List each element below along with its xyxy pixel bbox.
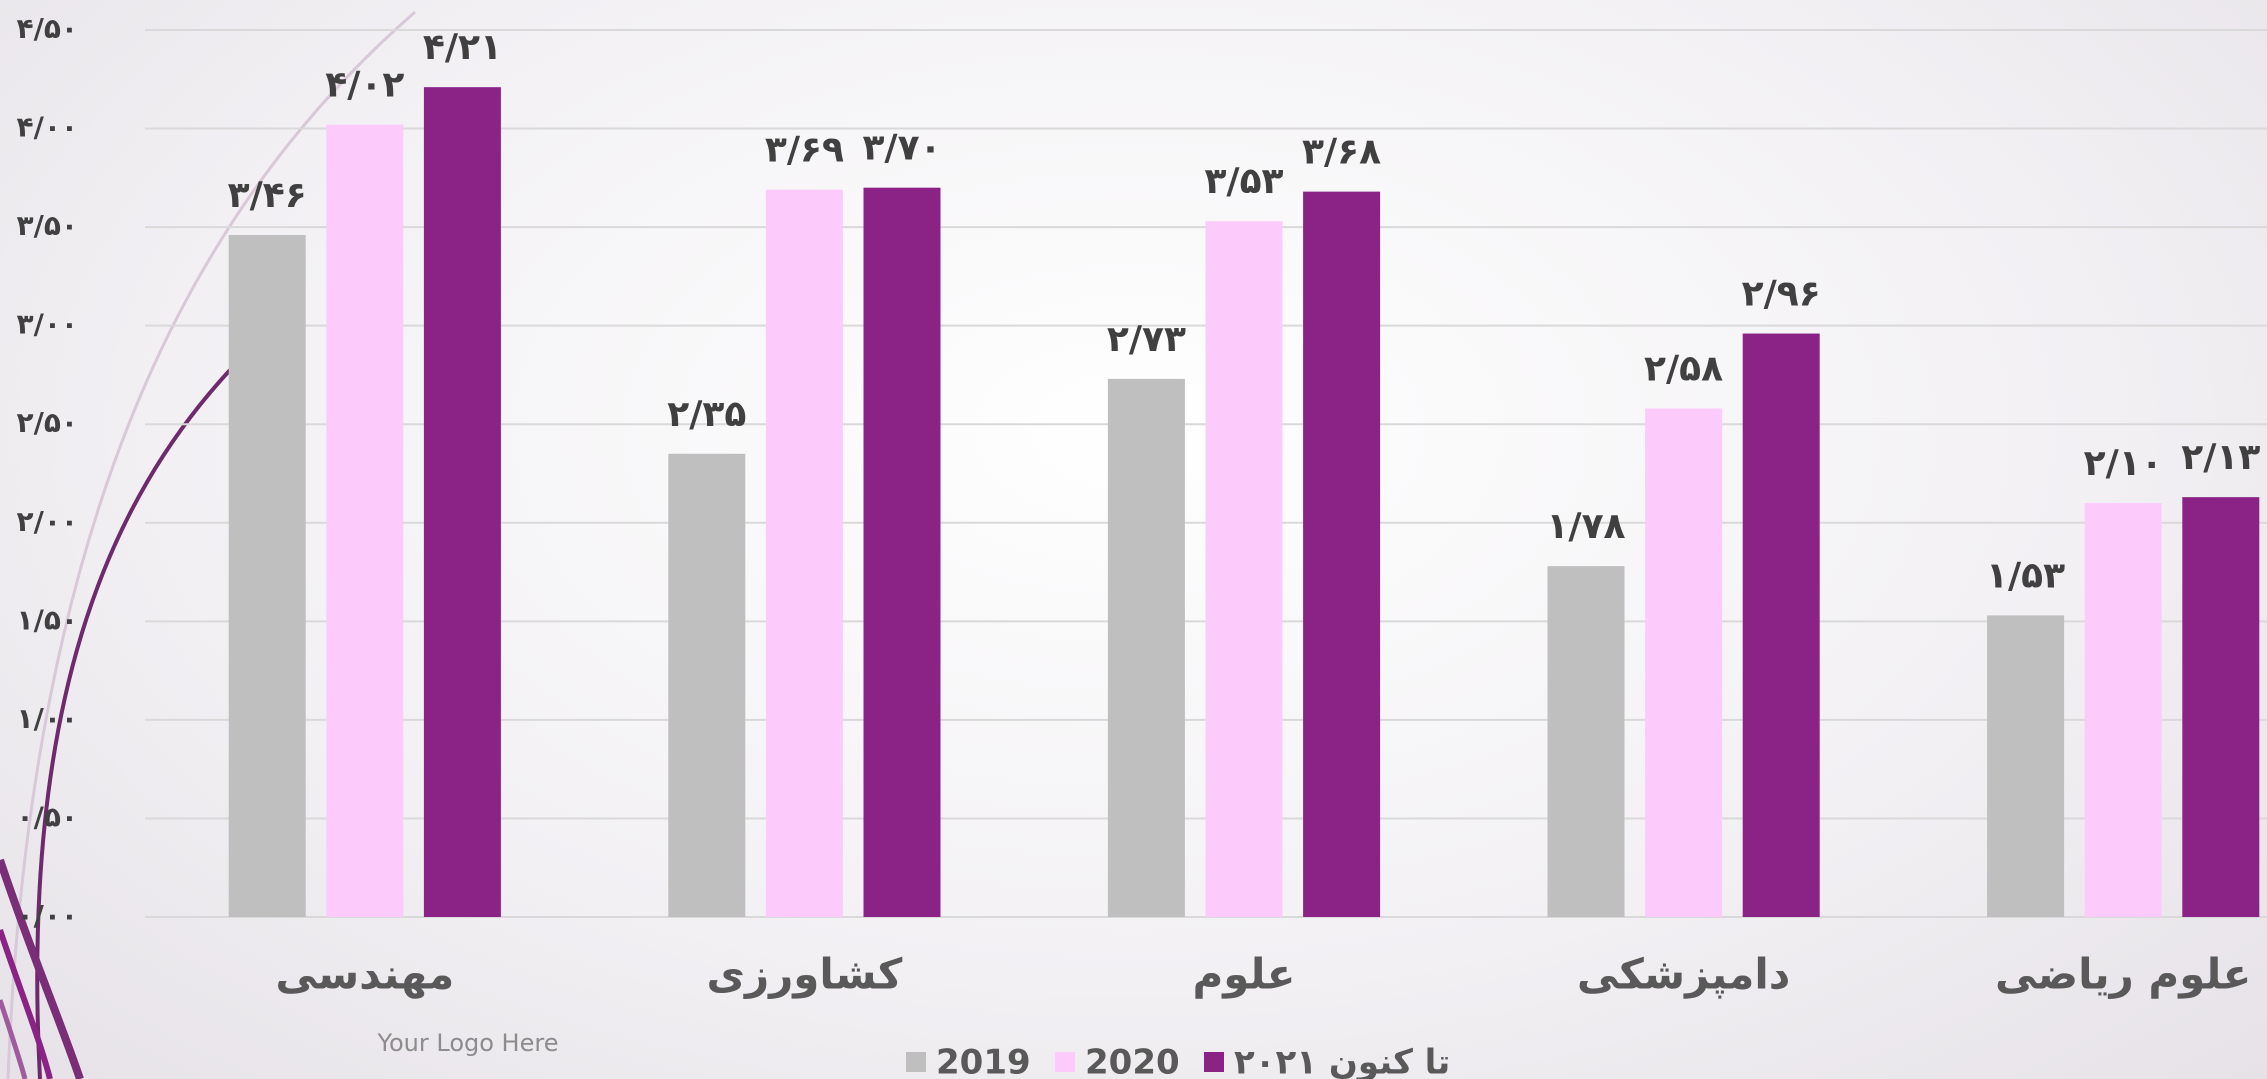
y-tick-label: ۲/۵۰ — [17, 406, 79, 439]
x-tick-label: دامپزشکی — [1577, 950, 1790, 1000]
bar — [1303, 192, 1380, 917]
value-label: ۲/۵۸ — [1644, 348, 1723, 389]
bar — [668, 454, 745, 917]
legend-label: ۲۰۲۱ تا کنون — [1234, 1043, 1450, 1079]
bar — [1645, 408, 1722, 917]
value-label: ۳/۶۹ — [765, 130, 844, 171]
value-label: ۳/۷۰ — [862, 128, 941, 169]
legend-swatch — [1204, 1052, 1224, 1072]
page: {"chart_data": {"type": "bar", "categori… — [0, 0, 2267, 1079]
y-tick-label: ۳/۵۰ — [17, 209, 79, 242]
bar — [1206, 221, 1283, 917]
bar — [424, 87, 501, 917]
bar — [326, 125, 403, 917]
value-label: ۲/۱۳ — [2181, 437, 2260, 478]
value-label: ۲/۷۳ — [1107, 319, 1186, 360]
value-label: ۱/۵۳ — [1986, 555, 2065, 596]
logo-text: Your Logo Here — [377, 1029, 559, 1057]
x-tick-label: علوم ریاضی — [1995, 950, 2251, 1000]
legend-swatch — [1055, 1052, 1075, 1072]
chart: Your Logo Here ۰/۰۰ ۰/۵۰ ۱/۰۰ ۱/۵۰ ۲/۰۰ ۲/۵۰ ۳… — [0, 0, 2267, 1079]
y-tick-label: ۴/۰۰ — [17, 111, 79, 144]
x-tick-label: مهندسی — [275, 950, 454, 1000]
legend-label: 2020 — [1085, 1043, 1180, 1079]
y-tick-label: ۱/۵۰ — [17, 603, 79, 636]
legend-label: 2019 — [936, 1043, 1031, 1079]
legend-swatch — [906, 1052, 926, 1072]
bar — [1743, 334, 1820, 917]
bar — [1108, 379, 1185, 917]
y-tick-label: ۰/۵۰ — [17, 800, 79, 833]
x-tick-label: علوم — [1193, 950, 1296, 1000]
bar — [1987, 615, 2064, 917]
y-tick-label: ۱/۰۰ — [17, 702, 79, 735]
value-label: ۴/۰۲ — [325, 65, 404, 106]
bar — [2182, 497, 2259, 917]
bar — [766, 190, 843, 917]
y-tick-label: ۳/۰۰ — [17, 308, 79, 341]
value-label: ۳/۶۸ — [1302, 132, 1381, 173]
value-label: ۲/۹۶ — [1742, 274, 1821, 315]
bar — [1548, 566, 1625, 917]
value-label: ۳/۴۶ — [228, 175, 307, 216]
bar — [864, 188, 941, 917]
value-label: ۴/۲۱ — [423, 27, 502, 68]
value-label: ۲/۱۰ — [2084, 443, 2163, 484]
y-tick-label: ۴/۵۰ — [17, 12, 79, 45]
x-tick-label: کشاورزی — [706, 950, 902, 1000]
bar — [2085, 503, 2162, 917]
value-label: ۳/۵۳ — [1204, 161, 1283, 202]
value-label: ۲/۳۵ — [667, 394, 746, 435]
bar — [229, 235, 306, 917]
value-label: ۱/۷۸ — [1546, 506, 1625, 547]
y-tick-label: ۲/۰۰ — [17, 505, 79, 538]
y-tick-label: ۰/۰۰ — [17, 899, 79, 932]
